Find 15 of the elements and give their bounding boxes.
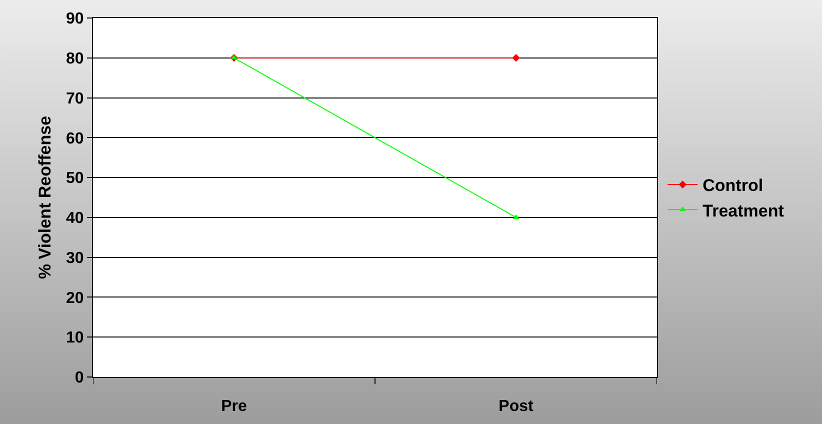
y-tick-label: 20 — [66, 290, 84, 307]
y-axis-title: % Violent Reoffense — [36, 116, 55, 280]
y-tick-label: 40 — [66, 210, 84, 228]
legend-label: Control — [702, 176, 764, 196]
y-tick-label: 30 — [66, 250, 84, 267]
y-tick-label: 0 — [74, 370, 84, 387]
x-tick-label: Post — [498, 398, 534, 416]
y-tick-label: 90 — [66, 10, 84, 28]
y-tick-label: 50 — [66, 170, 84, 188]
y-tick-label: 70 — [66, 90, 84, 108]
y-tick-label: 60 — [66, 130, 84, 148]
x-tick-label: Pre — [221, 398, 247, 416]
legend-label: Treatment — [702, 201, 784, 220]
y-tick-label: 10 — [66, 330, 84, 347]
y-tick-label: 80 — [66, 50, 84, 68]
